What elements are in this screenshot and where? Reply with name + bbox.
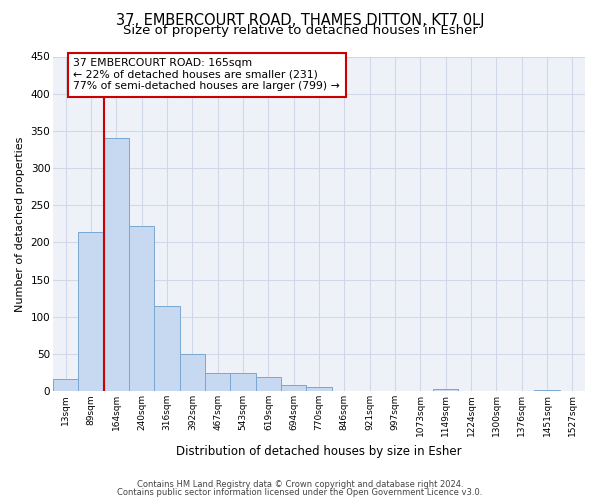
X-axis label: Distribution of detached houses by size in Esher: Distribution of detached houses by size …	[176, 444, 462, 458]
Text: Size of property relative to detached houses in Esher: Size of property relative to detached ho…	[122, 24, 478, 37]
Bar	[205, 372, 230, 392]
Text: 37, EMBERCOURT ROAD, THAMES DITTON, KT7 0LJ: 37, EMBERCOURT ROAD, THAMES DITTON, KT7 …	[116, 12, 484, 28]
Bar	[256, 377, 281, 392]
Text: Contains HM Land Registry data © Crown copyright and database right 2024.: Contains HM Land Registry data © Crown c…	[137, 480, 463, 489]
Text: 37 EMBERCOURT ROAD: 165sqm
← 22% of detached houses are smaller (231)
77% of sem: 37 EMBERCOURT ROAD: 165sqm ← 22% of deta…	[73, 58, 340, 91]
Bar	[79, 232, 104, 392]
Bar	[129, 226, 154, 392]
Bar	[230, 372, 256, 392]
Y-axis label: Number of detached properties: Number of detached properties	[15, 136, 25, 312]
Bar	[433, 389, 458, 392]
Bar	[180, 354, 205, 392]
Text: Contains public sector information licensed under the Open Government Licence v3: Contains public sector information licen…	[118, 488, 482, 497]
Bar	[560, 390, 585, 392]
Bar	[307, 387, 332, 392]
Bar	[104, 138, 129, 392]
Bar	[535, 390, 560, 392]
Bar	[281, 386, 307, 392]
Bar	[154, 306, 180, 392]
Bar	[53, 378, 79, 392]
